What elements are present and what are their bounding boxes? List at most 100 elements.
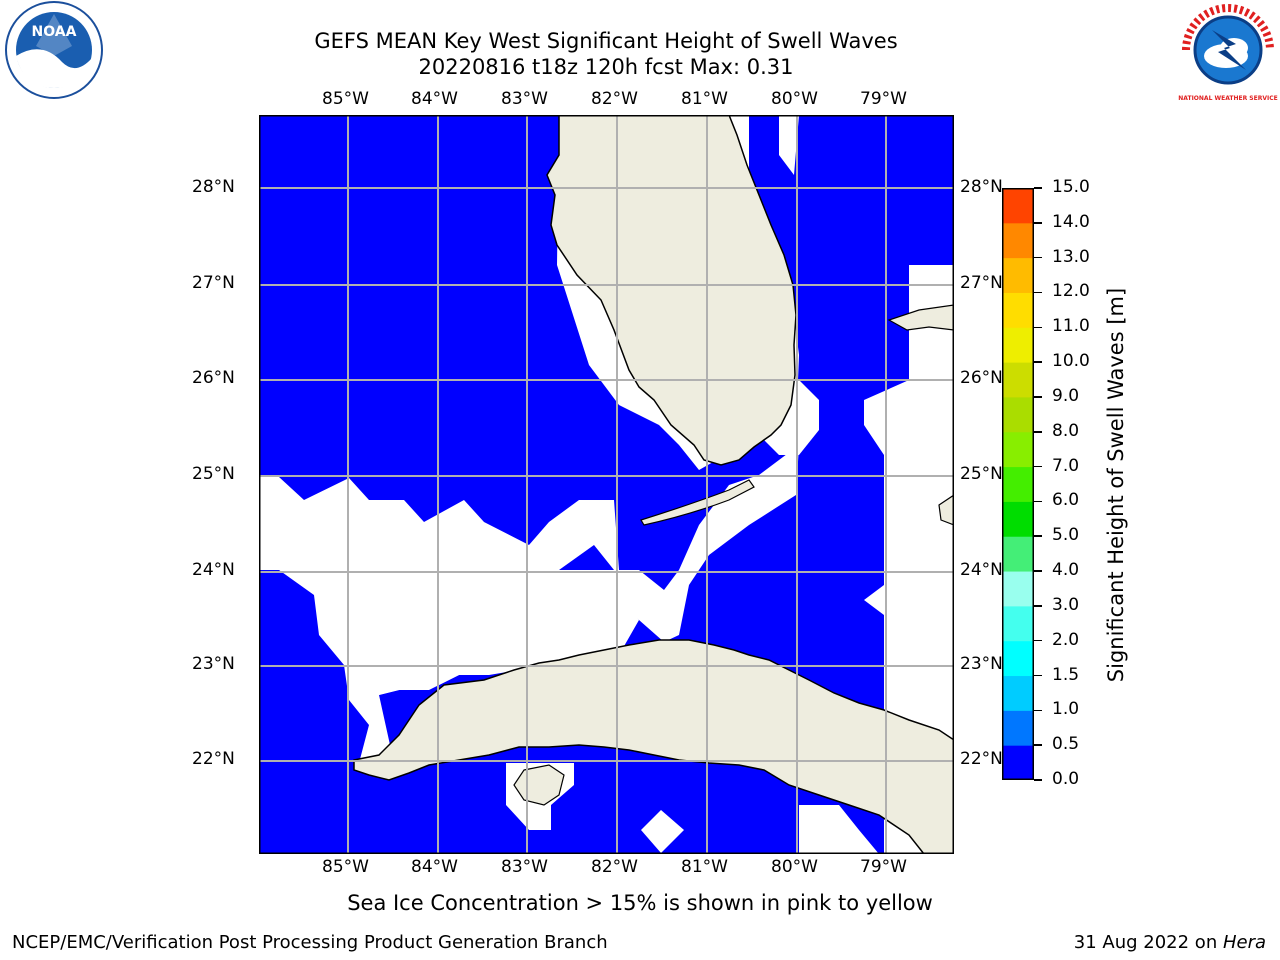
- colorbar-tick-label: 11.0: [1052, 316, 1090, 337]
- bahamas-land: [887, 304, 954, 331]
- colorbar-swatch: [1002, 605, 1034, 642]
- colorbar-tick-label: 1.0: [1052, 699, 1080, 720]
- lon-label-top: 85°W: [322, 89, 369, 109]
- colorbar-tick-mark: [1034, 570, 1042, 572]
- colorbar-swatch: [1002, 292, 1034, 328]
- colorbar-tick-label: 0.0: [1052, 769, 1080, 789]
- lat-label-right: 27°N: [960, 273, 1003, 293]
- colorbar-swatches: [1002, 188, 1034, 781]
- lon-label-bottom: 81°W: [681, 857, 728, 877]
- map-title: GEFS MEAN Key West Significant Height of…: [314, 29, 898, 53]
- colorbar-swatch: [1002, 188, 1034, 224]
- sea-ice-note: Sea Ice Concentration > 15% is shown in …: [0, 891, 1280, 915]
- colorbar-swatch: [1002, 710, 1034, 746]
- lon-label-bottom: 82°W: [591, 857, 638, 877]
- colorbar-tick-mark: [1034, 465, 1042, 468]
- lon-label-top: 82°W: [591, 89, 638, 109]
- lat-label-right: 22°N: [960, 749, 1003, 769]
- colorbar-swatch: [1002, 640, 1034, 677]
- colorbar-swatch: [1002, 536, 1034, 572]
- colorbar-swatch: [1002, 431, 1034, 468]
- lon-label-bottom: 79°W: [860, 857, 907, 877]
- colorbar-tick-mark: [1034, 605, 1042, 607]
- colorbar-tick-mark: [1034, 326, 1042, 329]
- colorbar-swatch: [1002, 466, 1034, 502]
- colorbar-tick-label: 12.0: [1052, 281, 1090, 302]
- footer-date-text: 31 Aug 2022 on: [1073, 932, 1223, 953]
- lat-label-left: 25°N: [192, 464, 235, 484]
- lon-label-bottom: 85°W: [322, 857, 369, 877]
- map-gridlines: [259, 115, 954, 854]
- colorbar-frame: [1002, 188, 1034, 780]
- colorbar: [1002, 188, 1034, 781]
- swell-height-map: [259, 115, 954, 854]
- lat-label-left: 28°N: [192, 177, 235, 197]
- colorbar-tick-label: 8.0: [1052, 420, 1080, 441]
- colorbar-tick-mark: [1034, 222, 1042, 224]
- colorbar-tick-mark: [1034, 709, 1042, 712]
- colorbar-swatch: [1002, 396, 1034, 433]
- florida-land: [546, 115, 797, 466]
- colorbar-tick-mark: [1034, 396, 1042, 398]
- lat-label-left: 22°N: [192, 749, 235, 769]
- colorbar-swatch: [1002, 675, 1034, 711]
- colorbar-tick-mark: [1034, 361, 1042, 363]
- colorbar-swatch: [1002, 222, 1034, 259]
- lat-label-right: 24°N: [960, 560, 1003, 580]
- colorbar-tick-mark: [1034, 674, 1042, 677]
- lon-label-top: 80°W: [771, 89, 818, 109]
- colorbar-tick-label: 9.0: [1052, 385, 1080, 406]
- colorbar-tick-label: 0.5: [1052, 734, 1080, 755]
- colorbar-swatch: [1002, 745, 1034, 781]
- cuba-land: [353, 639, 954, 854]
- lat-label-left: 26°N: [192, 368, 235, 388]
- lat-label-left: 24°N: [192, 560, 235, 580]
- lon-label-bottom: 83°W: [501, 857, 548, 877]
- colorbar-tick-label: 6.0: [1052, 490, 1080, 511]
- colorbar-tick-mark: [1034, 779, 1042, 781]
- colorbar-tick-mark: [1034, 639, 1042, 642]
- colorbar-tick-label: 4.0: [1052, 560, 1080, 581]
- footer-credit: NCEP/EMC/Verification Post Processing Pr…: [12, 932, 608, 953]
- colorbar-tick-label: 3.0: [1052, 594, 1080, 615]
- lon-label-top: 79°W: [860, 89, 907, 109]
- lat-label-right: 23°N: [960, 654, 1003, 674]
- colorbar-label: Significant Height of Swell Waves [m]: [1104, 287, 1128, 683]
- colorbar-tick-mark: [1034, 535, 1042, 537]
- lat-label-right: 28°N: [960, 177, 1003, 197]
- colorbar-tick-label: 1.5: [1052, 664, 1080, 685]
- colorbar-swatch: [1002, 571, 1034, 607]
- colorbar-swatch: [1002, 501, 1034, 537]
- bahamas-land: [938, 494, 954, 526]
- colorbar-tick-mark: [1034, 431, 1042, 433]
- nws-logo-icon: NATIONAL WEATHER SERVICE: [1176, 0, 1280, 104]
- lon-label-top: 84°W: [411, 89, 458, 109]
- lat-label-left: 23°N: [192, 654, 235, 674]
- colorbar-tick-label: 10.0: [1052, 351, 1090, 372]
- footer-host: Hera: [1222, 932, 1266, 953]
- colorbar-tick-mark: [1034, 256, 1042, 259]
- svg-text:NATIONAL WEATHER SERVICE: NATIONAL WEATHER SERVICE: [1178, 95, 1277, 102]
- colorbar-tick-mark: [1034, 291, 1042, 294]
- colorbar-tick-label: 15.0: [1052, 177, 1090, 197]
- florida-keys: [640, 479, 755, 526]
- colorbar-swatch: [1002, 362, 1034, 398]
- noaa-logo-icon: NOAA: [2, 0, 106, 104]
- map-subtitle: 20220816 t18z 120h fcst Max: 0.31: [418, 55, 794, 79]
- lon-label-top: 81°W: [681, 89, 728, 109]
- colorbar-tick-label: 2.0: [1052, 629, 1080, 650]
- colorbar-swatch: [1002, 257, 1034, 293]
- colorbar-tick-label: 13.0: [1052, 246, 1090, 267]
- colorbar-tick-label: 14.0: [1052, 211, 1090, 232]
- colorbar-tick-mark: [1034, 187, 1042, 189]
- colorbar-tick-label: 5.0: [1052, 525, 1080, 546]
- lat-label-right: 26°N: [960, 368, 1003, 388]
- colorbar-swatch: [1002, 327, 1034, 363]
- lat-label-right: 25°N: [960, 464, 1003, 484]
- lat-label-left: 27°N: [192, 273, 235, 293]
- lon-label-bottom: 80°W: [771, 857, 818, 877]
- sea-ice-text: Sea Ice Concentration > 15% is shown in …: [347, 891, 933, 915]
- colorbar-tick-mark: [1034, 500, 1042, 503]
- lon-label-bottom: 84°W: [411, 857, 458, 877]
- footer-date: 31 Aug 2022 on Hera: [1074, 932, 1266, 953]
